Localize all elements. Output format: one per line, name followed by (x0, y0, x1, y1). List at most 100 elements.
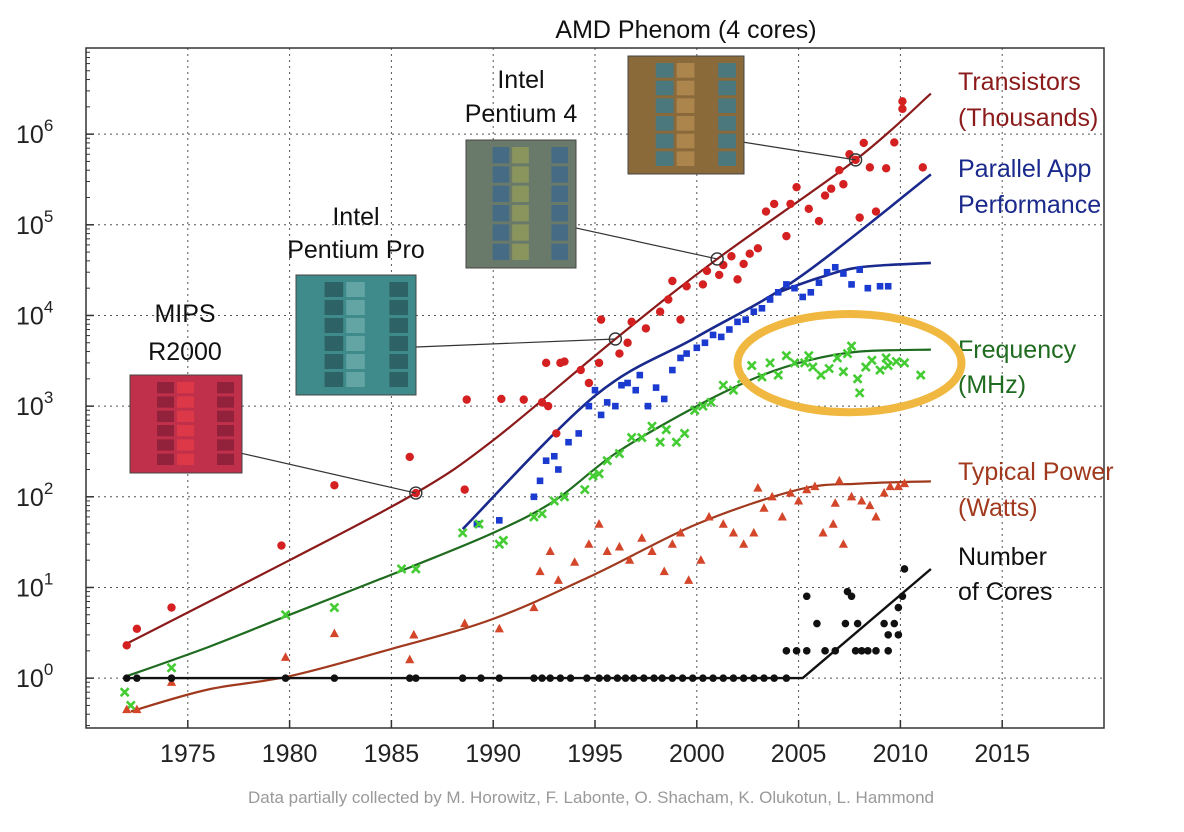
amd-phenom-die-block (718, 133, 736, 149)
amd-phenom-die-block (718, 63, 736, 78)
intel-pentium-4-die-block (512, 205, 529, 222)
frequency-point (119, 687, 130, 698)
frequency-point (636, 432, 647, 443)
cores-point (831, 647, 840, 655)
transistors-point (615, 349, 624, 358)
power-point (865, 500, 875, 510)
credit-line: Data partially collected by M. Horowitz,… (248, 788, 934, 807)
intel-pentium-4-die-block (531, 185, 549, 202)
power-point (675, 527, 686, 537)
mips-r2000-die-block (217, 425, 234, 437)
intel-pentium-pro-die-block (389, 282, 408, 297)
frequency-point (614, 448, 625, 459)
intel-pentium-4-label: Intel (497, 66, 544, 94)
transistors-point (664, 295, 673, 304)
transistors-point (460, 485, 469, 494)
cores-point (729, 674, 738, 682)
power-point (625, 555, 635, 564)
cores-point (884, 631, 892, 639)
intel-pentium-pro-die-block (367, 336, 387, 351)
mips-r2000-anchor-ring (409, 486, 423, 500)
frequency-point (891, 356, 902, 367)
amd-phenom-die-block (635, 151, 653, 166)
frequency-point (588, 470, 598, 481)
transistors-point (519, 395, 528, 404)
transistors-point (753, 244, 763, 253)
intel-pentium-pro-label: Intel (332, 203, 379, 231)
transistors-point (122, 641, 131, 650)
intel-pentium-4-die-block (473, 205, 490, 222)
power-point (132, 704, 142, 714)
mips-r2000-die-block (197, 439, 214, 451)
axes (85, 47, 1105, 729)
cores-point (629, 674, 638, 682)
mips-r2000-die-block (217, 410, 234, 422)
parallel-performance-label: Parallel App (958, 155, 1091, 183)
mips-r2000-die-block (157, 439, 174, 451)
intel-pentium-4-die-block (473, 166, 490, 183)
power-point (637, 533, 647, 542)
data-points (119, 97, 927, 714)
mips-r2000-die-block (137, 410, 154, 422)
parallel-performance-point (550, 452, 558, 460)
cores-point (566, 674, 575, 682)
amd-phenom-die-block (655, 151, 674, 166)
transistors-point (623, 338, 632, 347)
frequency-point (728, 385, 739, 396)
amd-phenom-die-block (718, 116, 736, 131)
mips-r2000-die-block (157, 382, 174, 394)
power-point (614, 541, 625, 551)
frequency-point (655, 437, 666, 448)
intel-pentium-4-label: Pentium 4 (465, 100, 578, 128)
cores-point (802, 647, 811, 655)
frequency-point (799, 357, 810, 368)
intel-pentium-4-die-block (531, 243, 549, 260)
parallel-performance-point (677, 354, 684, 362)
mips-r2000-die-block (177, 410, 194, 422)
parallel-performance-point (742, 316, 749, 323)
cores-point (857, 647, 866, 655)
intel-pentium-pro-die-block (303, 318, 322, 333)
cores-point (864, 647, 872, 655)
intel-pentium-4-die-block (492, 243, 510, 260)
amd-phenom-die-block (655, 63, 674, 78)
intel-pentium-4-die-block (551, 166, 568, 183)
power-point (885, 481, 895, 491)
power-point (810, 481, 820, 491)
power-point (602, 546, 612, 555)
series-labels: Transistors (Thousands) Parallel App Perfor… (958, 68, 1114, 606)
cores-point (872, 647, 880, 655)
intel-pentium-pro-die-block (367, 282, 387, 297)
cores-point (650, 674, 658, 682)
y-tick-label: 100 (16, 660, 53, 693)
cores-point (900, 565, 909, 573)
power-point (785, 488, 796, 497)
y-tick-label: 104 (16, 297, 53, 330)
frequency-point (410, 564, 421, 574)
intel-pentium-pro-die-block (303, 372, 322, 387)
power-point (718, 519, 728, 528)
cores-point (556, 674, 565, 682)
parallel-performance-trend-line (461, 173, 932, 531)
frequency-plateau-highlight (733, 310, 966, 417)
intel-pentium-4-die-block (512, 147, 529, 164)
parallel-performance-point (632, 386, 640, 394)
amd-phenom-die-block (635, 116, 653, 131)
transistors-point (584, 378, 594, 388)
amd-phenom-die-block (676, 63, 695, 78)
intel-pentium-pro-die-block (389, 300, 408, 315)
power-point (553, 575, 563, 584)
parallel-performance-point (750, 308, 758, 316)
cores-point (890, 619, 899, 628)
cores-point (583, 674, 591, 682)
transistors-point (792, 182, 801, 192)
power-point (871, 511, 881, 521)
intel-pentium-pro-die-block (303, 282, 322, 297)
intel-pentium-4-die-block (512, 185, 529, 202)
mips-r2000-label: R2000 (148, 338, 222, 366)
frequency-point (866, 355, 877, 366)
cores-point (699, 674, 707, 682)
power-point (405, 654, 415, 664)
cores-point (851, 647, 860, 655)
power-point (767, 491, 777, 501)
